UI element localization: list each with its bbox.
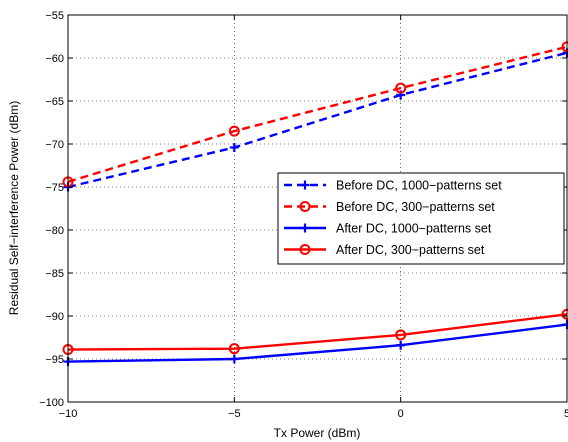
series-3 — [62, 308, 568, 356]
legend-label: Before DC, 300−patterns set — [336, 200, 495, 214]
y-tick-label: −90 — [45, 311, 64, 323]
y-tick-label: −75 — [45, 182, 64, 194]
legend-label: After DC, 300−patterns set — [336, 243, 485, 257]
series-line — [67, 323, 568, 363]
legend-swatch-marker — [300, 223, 310, 233]
grid — [68, 15, 567, 402]
data-point — [396, 340, 406, 350]
data-point — [395, 82, 407, 94]
series-line — [67, 51, 568, 189]
series-layer — [62, 41, 568, 367]
legend-item: After DC, 1000−patterns set — [284, 222, 492, 236]
legend-swatch-marker — [300, 180, 310, 190]
legend-label: Before DC, 1000−patterns set — [336, 179, 502, 193]
y-tick-label: −60 — [45, 53, 64, 65]
y-axis-label: Residual Self−interference Power (dBm) — [7, 101, 21, 315]
legend-item: After DC, 300−patterns set — [284, 243, 485, 257]
x-tick-label: 0 — [398, 408, 404, 420]
y-tick-label: −100 — [39, 397, 64, 409]
data-point — [229, 354, 239, 364]
legend-swatch-marker — [299, 244, 311, 255]
plot-frame — [67, 14, 568, 403]
data-point — [228, 125, 240, 137]
y-tick-label: −85 — [45, 268, 64, 280]
y-tick-label: −70 — [45, 139, 64, 151]
data-point — [395, 329, 407, 341]
legend-item: Before DC, 1000−patterns set — [284, 179, 502, 193]
ticks: −10 −5 0 5 −100 −95 −90 −85 −80 −75 −70 −65 −60 −55 — [39, 10, 568, 420]
x-tick-label: −10 — [59, 408, 78, 420]
y-tick-label: −65 — [45, 96, 64, 108]
y-tick-label: −55 — [45, 10, 64, 22]
data-point — [229, 142, 239, 152]
x-axis-label: Tx Power (dBm) — [274, 426, 361, 440]
legend-swatch-marker — [299, 201, 311, 212]
series-line — [67, 313, 568, 351]
legend-item: Before DC, 300−patterns set — [284, 200, 495, 214]
x-tick-label: 5 — [564, 408, 568, 420]
y-tick-label: −95 — [45, 354, 64, 366]
legend: Before DC, 1000−patterns set Before DC, 3… — [277, 172, 565, 265]
series-line — [67, 45, 568, 183]
legend-label: After DC, 1000−patterns set — [336, 222, 492, 236]
data-point — [228, 343, 240, 355]
y-tick-label: −80 — [45, 225, 64, 237]
x-tick-label: −5 — [228, 408, 241, 420]
